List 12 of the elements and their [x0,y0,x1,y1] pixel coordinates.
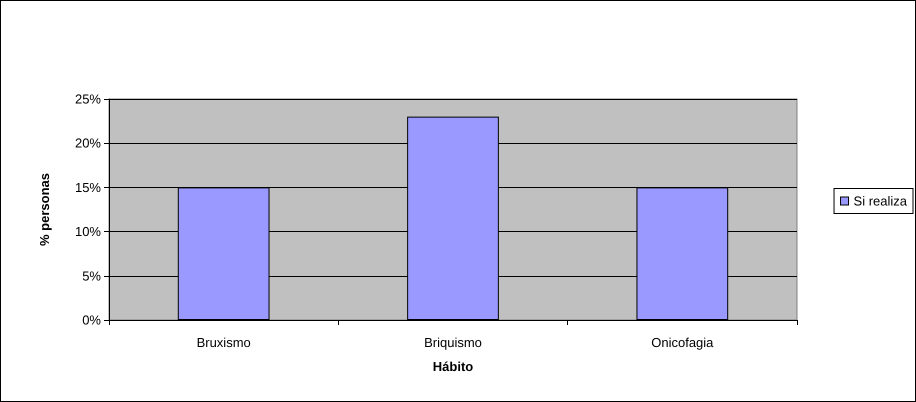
y-tick-label: 5% [82,268,102,284]
y-tick-label: 20% [74,136,102,151]
x-tick-label: Bruxismo [196,335,251,350]
y-tick-label: 0% [82,312,102,328]
y-tick-label: 15% [74,180,102,195]
y-axis-title: % personas [37,173,52,246]
y-tick-label: 25% [74,92,102,106]
legend-label: Si realiza [854,194,908,208]
x-axis-title: Hábito [432,359,474,374]
x-tick-label: Onicofagia [651,335,714,350]
x-tick-label: Briquismo [424,335,482,350]
y-tick-label: 10% [74,224,102,240]
